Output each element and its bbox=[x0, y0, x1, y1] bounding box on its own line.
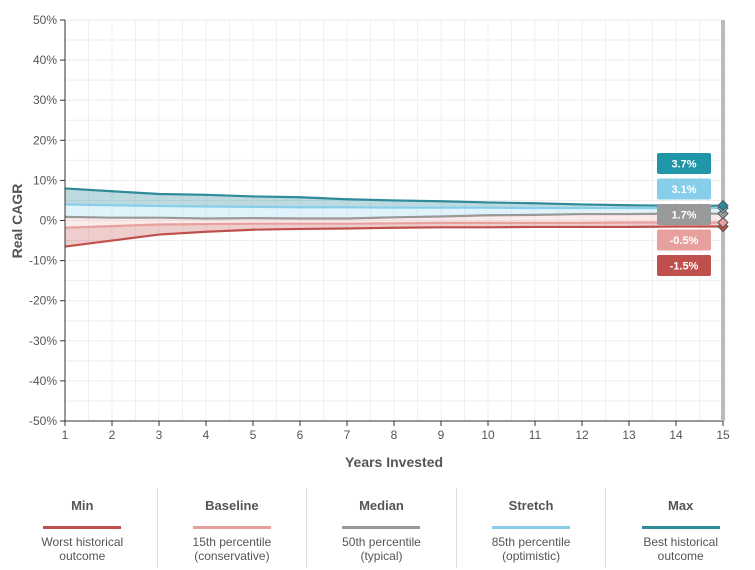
legend-item-stretch: Stretch 85th percentile (optimistic) bbox=[455, 488, 606, 568]
end-value-label: -1.5% bbox=[670, 261, 699, 273]
legend-label: Median bbox=[359, 498, 404, 513]
series-line-min bbox=[64, 225, 723, 248]
end-value-label: -0.5% bbox=[670, 235, 699, 247]
y-tick-label: -40% bbox=[29, 374, 57, 388]
y-tick-label: 50% bbox=[33, 13, 57, 27]
end-value-labels: 3.7% 3.1% 1.7% -0.5% -1.5% bbox=[657, 153, 711, 276]
series-lines bbox=[64, 187, 723, 248]
end-value-badge bbox=[657, 255, 711, 276]
x-tick-label: 10 bbox=[481, 428, 495, 442]
band-areas bbox=[65, 188, 723, 247]
x-tick-label: 9 bbox=[438, 428, 445, 442]
legend-desc-line: (optimistic) bbox=[502, 549, 561, 563]
x-tick-label: 3 bbox=[156, 428, 163, 442]
band-baseline-median bbox=[65, 213, 723, 228]
legend-label: Min bbox=[71, 498, 94, 513]
band-min-baseline bbox=[65, 222, 723, 247]
end-value-badge bbox=[657, 153, 711, 174]
end-markers bbox=[717, 199, 729, 233]
legend-label: Baseline bbox=[205, 498, 259, 513]
y-axis-title: Real CAGR bbox=[9, 184, 25, 259]
end-marker-max bbox=[717, 199, 729, 212]
y-tick-label: -30% bbox=[29, 334, 57, 348]
legend-description: 85th percentile (optimistic) bbox=[492, 535, 571, 563]
series-line-median bbox=[64, 212, 723, 220]
legend-description: Best historical outcome bbox=[643, 535, 718, 563]
legend-desc-line: 85th percentile bbox=[491, 535, 571, 549]
band-median-stretch bbox=[65, 204, 723, 219]
legend-item-max: Max Best historical outcome bbox=[605, 488, 755, 568]
x-tick-label: 5 bbox=[250, 428, 257, 442]
x-tick-label: 13 bbox=[622, 428, 636, 442]
legend-desc-line: Worst historical bbox=[41, 535, 124, 549]
y-tick-label: 30% bbox=[33, 93, 57, 107]
legend-item-baseline: Baseline 15th percentile (conservative) bbox=[156, 488, 307, 568]
series-line-max bbox=[64, 187, 723, 207]
series-line-baseline bbox=[64, 221, 723, 229]
legend-swatch bbox=[43, 526, 122, 529]
x-tick-label: 2 bbox=[109, 428, 116, 442]
end-value-badge bbox=[657, 204, 711, 225]
legend-swatch bbox=[492, 526, 571, 529]
end-value-label: 3.7% bbox=[671, 159, 696, 171]
x-axis-title: Years Invested bbox=[345, 454, 443, 470]
end-value-badge bbox=[657, 229, 711, 251]
legend-desc-line: (conservative) bbox=[194, 549, 270, 563]
x-tick-label: 11 bbox=[529, 428, 542, 442]
legend-item-min: Min Worst historical outcome bbox=[8, 488, 157, 568]
x-tick-label: 8 bbox=[391, 428, 398, 442]
cagr-chart: 50%40%30%20%10%0%-10%-20%-30%-40%-50%1 2 3… bbox=[9, 13, 730, 470]
x-tick-label: 12 bbox=[575, 428, 589, 442]
y-tick-label: -50% bbox=[29, 414, 57, 428]
legend-desc-line: (typical) bbox=[360, 549, 403, 563]
end-value-label: 3.1% bbox=[671, 184, 696, 196]
end-marker-baseline bbox=[717, 216, 729, 229]
band-stretch-max bbox=[65, 188, 723, 209]
y-tick-label: -10% bbox=[29, 254, 57, 268]
legend-swatch bbox=[192, 526, 271, 529]
x-tick-label: 14 bbox=[669, 428, 683, 442]
y-tick-label: -20% bbox=[29, 294, 57, 308]
legend-description: Worst historical outcome bbox=[41, 535, 123, 563]
legend-description: 50th percentile (typical) bbox=[342, 535, 421, 563]
legend-desc-line: Best historical bbox=[643, 535, 719, 549]
legend: Min Worst historical outcome Baseline 15… bbox=[8, 488, 755, 568]
x-tick-label: 15 bbox=[716, 428, 730, 442]
legend-swatch bbox=[641, 526, 720, 529]
legend-description: 15th percentile (conservative) bbox=[193, 535, 272, 563]
legend-label: Stretch bbox=[508, 498, 554, 513]
y-tick-label: 0% bbox=[40, 214, 58, 228]
y-tick-label: 20% bbox=[33, 133, 57, 147]
legend-item-median: Median 50th percentile (typical) bbox=[306, 488, 456, 568]
legend-desc-line: 50th percentile bbox=[342, 535, 421, 549]
legend-desc-line: 15th percentile bbox=[192, 535, 272, 549]
x-tick-label: 6 bbox=[297, 428, 304, 442]
end-value-label: 1.7% bbox=[671, 210, 696, 222]
y-tick-label: 40% bbox=[33, 53, 57, 67]
legend-label: Max bbox=[668, 498, 694, 513]
x-tick-label: 1 bbox=[62, 428, 69, 442]
end-value-badge bbox=[657, 178, 711, 200]
legend-swatch bbox=[342, 526, 421, 529]
y-tick-label: 10% bbox=[33, 173, 57, 187]
legend-desc-line: outcome bbox=[657, 549, 704, 563]
x-tick-label: 7 bbox=[344, 428, 351, 442]
x-tick-label: 4 bbox=[203, 428, 210, 442]
legend-desc-line: outcome bbox=[59, 549, 106, 563]
series-line-stretch bbox=[64, 203, 723, 210]
grid bbox=[64, 19, 724, 422]
